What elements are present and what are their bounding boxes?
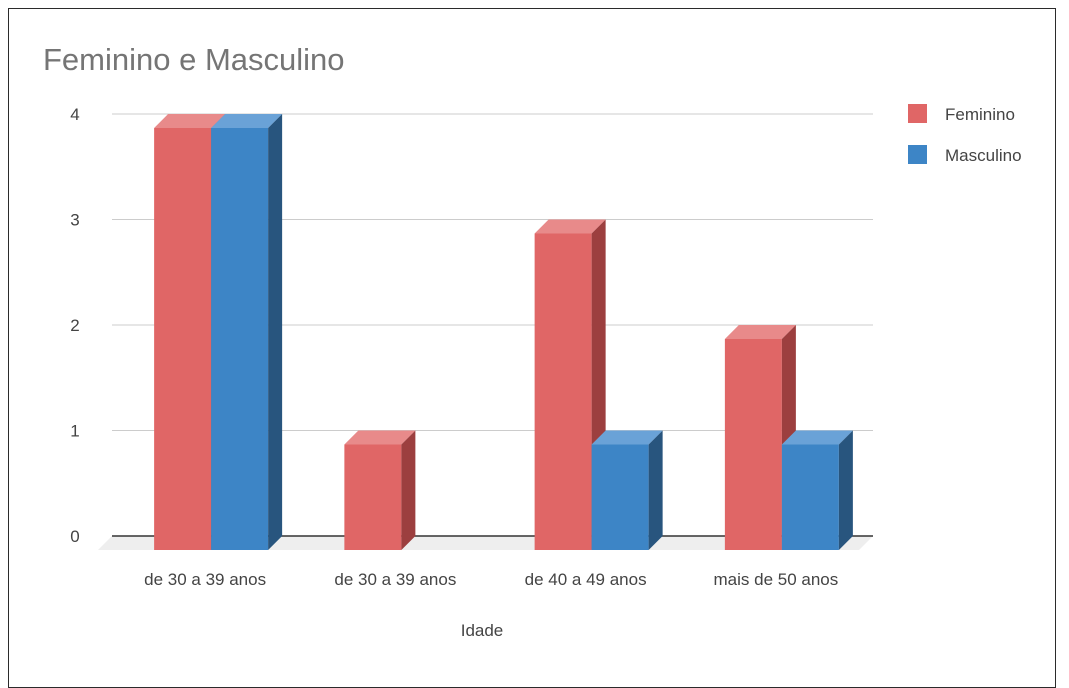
y-tick-label: 3 xyxy=(70,211,79,230)
y-tick-label: 1 xyxy=(70,422,79,441)
bar xyxy=(781,430,853,550)
legend-swatch xyxy=(908,145,927,164)
x-tick-label: mais de 50 anos xyxy=(714,570,839,589)
bar-side xyxy=(838,430,853,550)
bar-side xyxy=(648,430,663,550)
bar-side xyxy=(401,430,416,550)
bar-front xyxy=(724,339,782,550)
legend-label: Masculino xyxy=(945,146,1022,165)
bar-top xyxy=(344,430,416,445)
x-axis-ticks: de 30 a 39 anos de 30 a 39 anos de 40 a 49… xyxy=(144,570,838,589)
x-axis-label: Idade xyxy=(461,621,504,640)
chart-floor xyxy=(98,536,873,550)
bar xyxy=(211,114,283,550)
bar-top xyxy=(724,325,796,339)
bar-side xyxy=(268,114,283,550)
floor-plane xyxy=(98,536,873,550)
x-tick-label: de 30 a 39 anos xyxy=(144,570,266,589)
bar xyxy=(591,430,663,550)
bar-top xyxy=(534,219,606,234)
bars xyxy=(154,114,853,550)
legend: Feminino Masculino xyxy=(908,104,1022,165)
y-tick-label: 4 xyxy=(70,105,79,124)
bar-top xyxy=(154,114,226,128)
x-tick-label: de 30 a 39 anos xyxy=(334,570,456,589)
bar-front xyxy=(344,444,402,550)
bar-top xyxy=(781,430,853,445)
y-tick-label: 2 xyxy=(70,316,79,335)
bar-front xyxy=(591,444,649,550)
legend-swatch xyxy=(908,104,927,123)
bar-front xyxy=(154,128,212,550)
y-tick-label: 0 xyxy=(70,527,79,546)
bar xyxy=(344,430,416,550)
bar-front xyxy=(534,233,592,550)
y-axis-ticks: 0 1 2 3 4 xyxy=(70,105,79,546)
legend-label: Feminino xyxy=(945,105,1015,124)
x-tick-label: de 40 a 49 anos xyxy=(525,570,647,589)
chart-title: Feminino e Masculino xyxy=(43,42,345,77)
bar-front xyxy=(211,128,269,550)
bar-top xyxy=(591,430,663,445)
bar-top xyxy=(211,114,283,128)
bar-front xyxy=(781,444,839,550)
